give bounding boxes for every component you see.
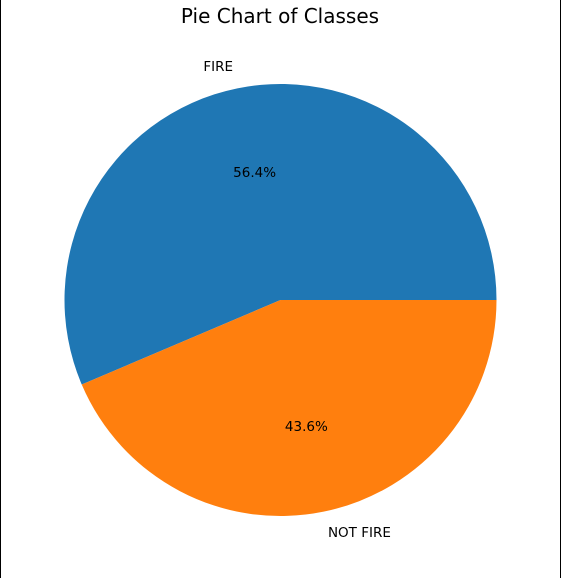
category-label-not-fire: NOT FIRE (328, 525, 391, 541)
pie-slice-fire (64, 84, 497, 385)
percent-label-not-fire: 43.6% (285, 419, 328, 435)
category-label-fire: FIRE (203, 59, 233, 75)
percent-label-fire: 56.4% (233, 165, 276, 181)
pie-labels: FIRE 56.4% NOT FIRE 43.6% (203, 59, 390, 541)
chart-title: Pie Chart of Classes (181, 4, 379, 28)
pie-slice-not-fire (81, 300, 497, 517)
pie-slices (64, 84, 497, 517)
